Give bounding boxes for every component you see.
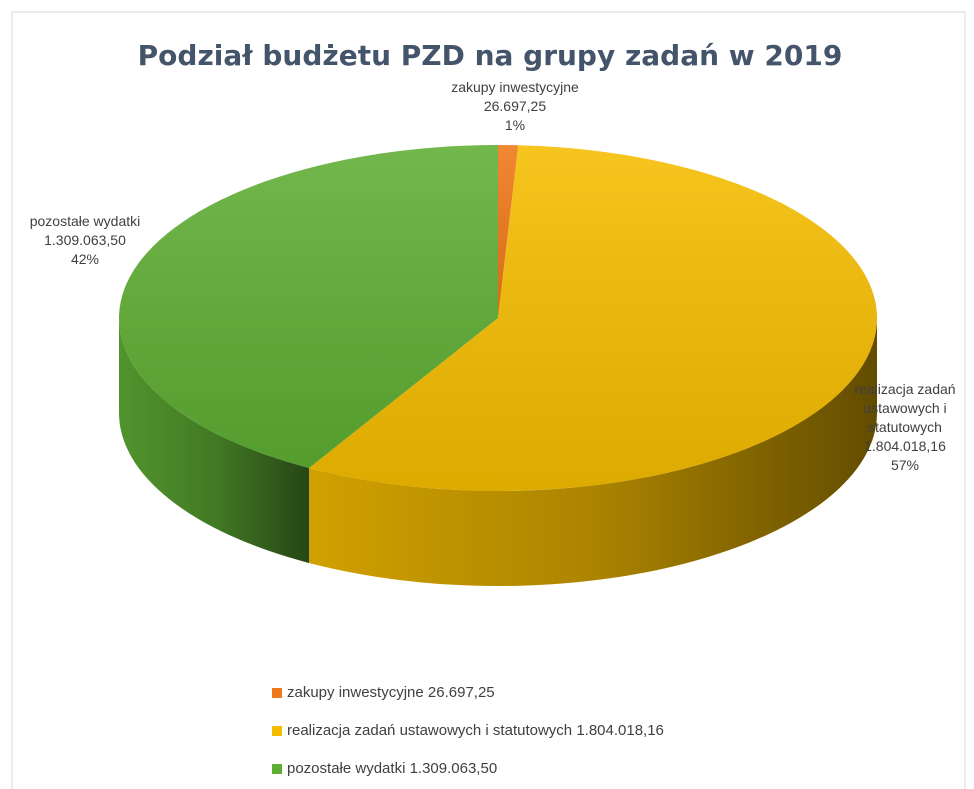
legend-name: realizacja zadań ustawowych i statutowyc…	[287, 722, 572, 739]
legend-swatch	[272, 726, 282, 736]
slice-side-shade	[309, 318, 877, 586]
legend-swatch	[272, 764, 282, 774]
legend-swatch	[272, 688, 282, 698]
data-label-line: 1.309.063,50	[44, 232, 126, 248]
data-label-line: pozostałe wydatki	[29, 213, 141, 229]
slice-shine	[309, 145, 877, 492]
chart-title: Podział budżetu PZD na grupy zadań w 201…	[138, 39, 843, 72]
data-label-line: zakupy inwestycyjne	[451, 79, 579, 95]
legend-value: 1.804.018,16	[576, 722, 664, 739]
data-label-line: 57%	[890, 457, 920, 473]
slice-shine	[118, 145, 498, 468]
legend-label: zakupy inwestycyjne 26.697,25	[287, 684, 495, 701]
legend-label: realizacja zadań ustawowych i statutowyc…	[287, 722, 664, 739]
legend-name: pozostałe wydatki	[287, 760, 405, 777]
slice-shine	[498, 145, 519, 318]
slice-side-shade	[119, 318, 310, 563]
data-label-line: 26.697,25	[483, 98, 547, 114]
legend-value: 26.697,25	[428, 684, 495, 701]
data-label-line: realizacja zadań ustawowych i statutowyc…	[854, 381, 956, 435]
data-label-line: 1%	[504, 117, 526, 133]
data-label: zakupy inwestycyjne 26.697,25 1%	[415, 78, 615, 135]
legend-name: zakupy inwestycyjne	[287, 684, 424, 701]
data-label-line: 42%	[70, 251, 100, 267]
data-label-line: 1.804.018,16	[864, 438, 946, 454]
data-label: realizacja zadań ustawowych i statutowyc…	[845, 380, 965, 475]
legend-value: 1.309.063,50	[410, 760, 498, 777]
legend-label: pozostałe wydatki 1.309.063,50	[287, 760, 497, 777]
data-label: pozostałe wydatki 1.309.063,50 42%	[0, 212, 170, 269]
